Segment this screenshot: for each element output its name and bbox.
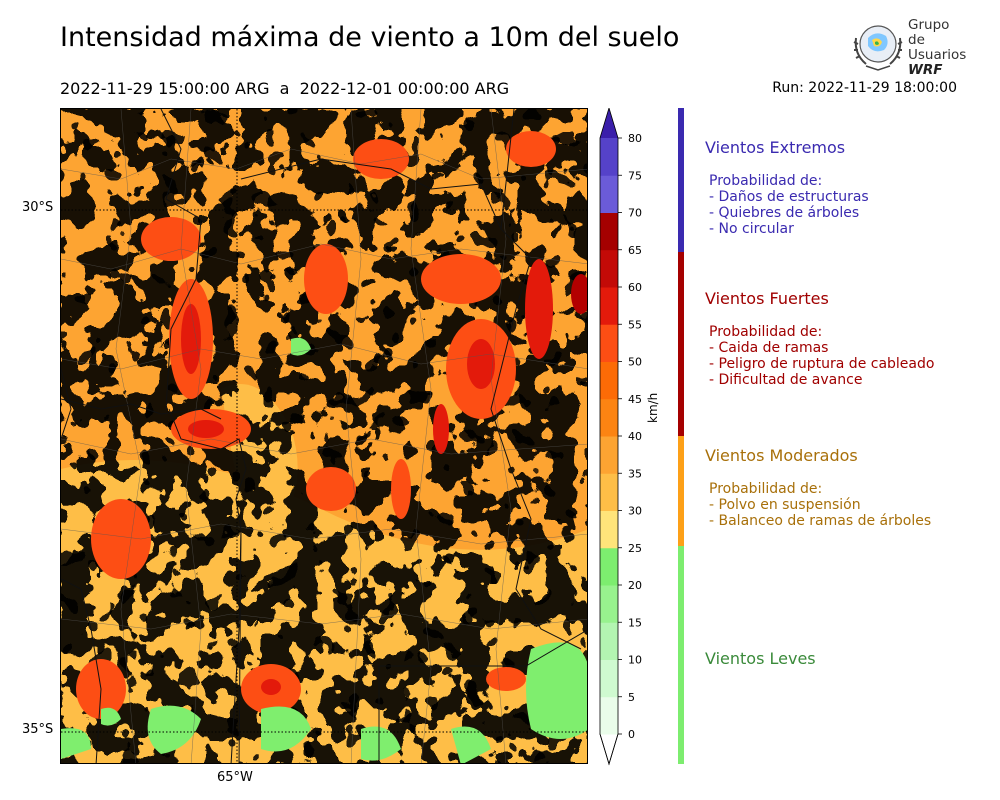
category-prob: Probabilidad de: — [709, 173, 823, 189]
run-time: Run: 2022-11-29 18:00:00 — [772, 80, 957, 96]
colorbar-tick-label: 40 — [628, 430, 642, 443]
colorbar-extend-top — [600, 108, 618, 138]
colorbar-tick-label: 70 — [628, 207, 642, 220]
colorbar-band — [600, 361, 618, 400]
province-borders — [61, 109, 587, 763]
category-title: Vientos Fuertes — [705, 289, 829, 308]
wind-map — [60, 108, 588, 764]
category-strong: Vientos Fuertes Probabilidad de: - Caida… — [705, 289, 935, 389]
category-item: - Dificultad de avance — [709, 372, 863, 388]
colorbar-tick-label: 10 — [628, 654, 642, 667]
category-moderate: Vientos Moderados Probabilidad de: - Pol… — [705, 446, 932, 530]
colorbar-tick-label: 0 — [628, 728, 635, 741]
colorbar-band — [600, 175, 618, 213]
category-title: Vientos Extremos — [705, 138, 846, 157]
wrf-users-logo: Grupo de Usuarios WRF — [848, 18, 970, 78]
lon-label-65w: 65°W — [217, 770, 253, 785]
legend-bar-moderate — [678, 436, 684, 546]
colorbar: 0 5 10 15 20 25 30 35 40 45 50 55 60 65 70 75 80 — [598, 106, 658, 768]
lat-label-35s: 35°S — [22, 722, 54, 737]
colorbar-tick-label: 20 — [628, 579, 642, 592]
colorbar-band — [600, 659, 618, 698]
legend-bar-extreme — [678, 108, 684, 252]
colorbar-tick-label: 30 — [628, 505, 642, 518]
colorbar-band — [600, 473, 618, 511]
colorbar-tick-label: 15 — [628, 616, 642, 629]
logo-text: Grupo de Usuarios WRF — [908, 17, 967, 78]
department-borders — [61, 109, 587, 763]
colorbar-tick-label: 55 — [628, 318, 642, 331]
colorbar-band — [600, 138, 618, 176]
colorbar-tick-label: 25 — [628, 542, 642, 555]
lat-label-30s: 30°S — [22, 200, 54, 215]
colorbar-band — [600, 398, 618, 437]
colorbar-band — [600, 622, 618, 660]
colorbar-tick-label: 45 — [628, 393, 642, 406]
category-title: Vientos Moderados — [705, 446, 858, 465]
legend-bar-strong — [678, 252, 684, 436]
colorbar-band — [600, 547, 618, 586]
category-prob: Probabilidad de: — [709, 481, 823, 497]
red-patches — [61, 109, 587, 763]
colorbar-tick-label: 35 — [628, 467, 642, 480]
colorbar-tick-label: 80 — [628, 132, 642, 145]
legend-bar-light — [678, 546, 684, 764]
colorbar-unit: km/h — [646, 392, 660, 423]
colorbar-band — [600, 696, 618, 735]
colorbar-band — [600, 287, 618, 325]
globe-laurel-icon — [853, 25, 903, 71]
colorbar-band — [600, 585, 618, 623]
colorbar-band — [600, 510, 618, 549]
category-item: - Balanceo de ramas de árboles — [709, 513, 932, 529]
category-item: - Daños de estructuras — [709, 189, 869, 205]
colorbar-band — [600, 212, 618, 251]
colorbar-scale: 0 5 10 15 20 25 30 35 40 45 50 55 60 65 70 75 80 — [599, 106, 642, 766]
category-item: - Polvo en suspensión — [709, 497, 861, 513]
colorbar-tick-label: 65 — [628, 244, 642, 257]
category-prob: Probabilidad de: — [709, 324, 823, 340]
wind-map-canvas — [61, 109, 587, 763]
category-extreme: Vientos Extremos Probabilidad de: - Daño… — [705, 138, 869, 238]
valid-period: 2022-11-29 15:00:00 ARG a 2022-12-01 00:… — [60, 79, 510, 98]
map-title: Intensidad máxima de viento a 10m del su… — [60, 22, 680, 53]
colorbar-band — [600, 324, 618, 362]
colorbar-tick-label: 75 — [628, 169, 642, 182]
graticule — [61, 109, 587, 763]
colorbar-extend-bottom — [599, 733, 619, 766]
light-wind-patches — [61, 337, 587, 763]
category-light: Vientos Leves — [705, 651, 816, 684]
colorbar-band — [600, 436, 618, 474]
category-item: - Caida de ramas — [709, 340, 829, 356]
colorbar-tick-label: 60 — [628, 281, 642, 294]
category-item: - Quiebres de árboles — [709, 205, 860, 221]
colorbar-tick-label: 50 — [628, 356, 642, 369]
strong-wind-cores — [76, 131, 587, 719]
category-item: - Peligro de ruptura de cableado — [709, 356, 935, 372]
colorbar-band — [600, 249, 618, 288]
category-item: - No circular — [709, 221, 794, 237]
category-title: Vientos Leves — [705, 649, 816, 668]
colorbar-tick-label: 5 — [628, 691, 635, 704]
